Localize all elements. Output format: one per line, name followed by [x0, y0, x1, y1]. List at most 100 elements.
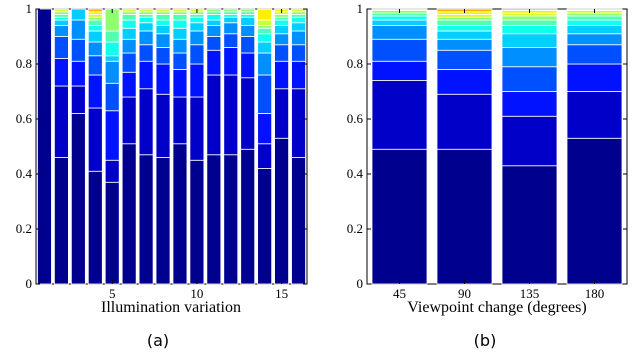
a-bar-10-segment-2: [189, 96, 205, 161]
b-bar-4-segment-3: [566, 63, 623, 92]
b-bar-2-segment-2: [436, 93, 493, 150]
a-bar-13-segment-5: [240, 25, 256, 37]
a-bar-6-segment-2: [121, 96, 137, 145]
a-bar-16-segment-8: [291, 14, 306, 18]
b-bar-1-segment-5: [371, 25, 428, 40]
a-bar-6-segment-10: [121, 8, 137, 13]
a-bar-13-segment-7: [240, 14, 256, 18]
a-bar-9-segment-10: [172, 8, 188, 13]
b-bar-3-segment-7: [501, 25, 558, 35]
a-bar-9-segment-8: [172, 14, 188, 21]
panel-b-bars: [371, 8, 623, 285]
b-x-tick-label: 45: [393, 286, 406, 301]
a-bar-8-segment-3: [155, 63, 171, 95]
a-bar-4-segment-1: [87, 170, 103, 285]
a-bar-6-segment-3: [121, 71, 137, 98]
a-bar-15-segment-8: [274, 16, 289, 21]
a-bar-14-segment-8: [257, 27, 273, 35]
a-bar-7-segment-5: [138, 30, 154, 46]
b-bar-2-segment-8: [436, 19, 493, 26]
a-bar-16-segment-7: [291, 16, 306, 24]
a-bar-12-segment-6: [223, 16, 239, 24]
a-bar-13-segment-8: [240, 11, 256, 15]
a-bar-16-segment-3: [291, 60, 306, 90]
a-bar-9-segment-7: [172, 19, 188, 29]
b-y-tick-label: 0: [357, 276, 364, 291]
a-bar-2-segment-4: [54, 36, 69, 59]
a-bar-1-segment-1: [37, 8, 52, 285]
a-bar-9-segment-3: [172, 69, 188, 98]
b-bar-4-segment-2: [566, 91, 623, 139]
a-bar-9-segment-6: [172, 27, 188, 40]
panel-a-caption: (a): [147, 331, 169, 350]
a-bar-15-segment-5: [274, 33, 289, 46]
a-x-tick-label: 5: [109, 286, 116, 301]
a-bar-5-segment-2: [104, 159, 120, 183]
b-bar-3-segment-2: [501, 115, 558, 167]
a-bar-5-segment-5: [104, 60, 120, 84]
a-bar-7-segment-10: [138, 8, 154, 13]
a-y-tick-label: 0: [26, 276, 33, 291]
b-bar-2-segment-5: [436, 38, 493, 51]
a-bar-7-segment-3: [138, 60, 154, 90]
a-bar-11-segment-6: [206, 19, 222, 26]
a-bar-11-segment-2: [206, 74, 222, 156]
a-bar-9-segment-4: [172, 52, 188, 70]
a-x-tick-label: 15: [275, 286, 288, 301]
a-bar-10-segment-8: [189, 14, 205, 18]
a-bar-15-segment-1: [274, 137, 289, 285]
b-bar-1-segment-7: [371, 15, 428, 21]
a-bar-14-segment-6: [257, 41, 273, 54]
b-bar-2-segment-6: [436, 30, 493, 40]
b-y-tick-label: 0.8: [347, 56, 363, 71]
a-y-tick-label: 0.6: [16, 111, 33, 126]
a-bar-15-segment-4: [274, 44, 289, 62]
b-x-tick-label: 180: [585, 286, 605, 301]
b-bar-2-segment-4: [436, 49, 493, 70]
panel-b-caption: (b): [474, 331, 497, 350]
b-bar-4-segment-4: [566, 44, 623, 65]
a-bar-4-segment-5: [87, 41, 103, 57]
a-bar-2-segment-5: [54, 25, 69, 37]
a-bar-3-segment-6: [70, 8, 86, 21]
a-bar-11-segment-3: [206, 49, 222, 76]
a-bar-16-segment-10: [291, 8, 306, 13]
a-bar-4-segment-4: [87, 55, 103, 76]
a-bar-8-segment-4: [155, 47, 171, 65]
a-bar-8-segment-9: [155, 11, 171, 15]
a-bar-11-segment-8: [206, 11, 222, 15]
b-bar-1-segment-1: [371, 148, 428, 285]
b-bar-4-segment-8: [566, 15, 623, 21]
a-bar-8-segment-1: [155, 157, 171, 285]
a-bar-12-segment-2: [223, 74, 239, 156]
a-bar-14-segment-2: [257, 143, 273, 169]
a-bar-2-segment-6: [54, 19, 69, 26]
a-bar-13-segment-9: [240, 8, 256, 13]
b-bar-4-segment-9: [566, 12, 623, 17]
b-bar-1-segment-2: [371, 80, 428, 150]
a-bar-2-segment-9: [54, 11, 69, 15]
a-bar-14-segment-7: [257, 33, 273, 43]
a-bar-15-segment-6: [274, 25, 289, 35]
a-bar-14-segment-1: [257, 168, 273, 285]
a-bar-11-segment-9: [206, 8, 222, 13]
a-bar-15-segment-3: [274, 60, 289, 90]
a-bar-12-segment-1: [223, 154, 239, 285]
a-bar-2-segment-1: [54, 157, 69, 285]
a-bar-8-segment-8: [155, 14, 171, 21]
panel-a-illumination: 5 10 15 0 0.2 0.4 0.6 0.8 1 Illumination variati…: [16, 1, 308, 350]
b-bar-3-segment-5: [501, 47, 558, 68]
a-bar-6-segment-9: [121, 11, 137, 15]
a-bar-15-segment-2: [274, 88, 289, 139]
a-bar-15-segment-9: [274, 14, 289, 18]
panel-a-bars: [37, 8, 306, 285]
a-bar-6-segment-8: [121, 14, 137, 21]
a-bar-7-segment-9: [138, 11, 154, 15]
a-y-tick-label: 1: [26, 1, 33, 16]
b-bar-4-segment-6: [566, 25, 623, 35]
a-bar-4-segment-6: [87, 30, 103, 43]
b-bar-2-segment-1: [436, 148, 493, 285]
a-bar-8-segment-5: [155, 33, 171, 48]
a-bar-12-segment-4: [223, 33, 239, 48]
a-bar-7-segment-2: [138, 88, 154, 156]
